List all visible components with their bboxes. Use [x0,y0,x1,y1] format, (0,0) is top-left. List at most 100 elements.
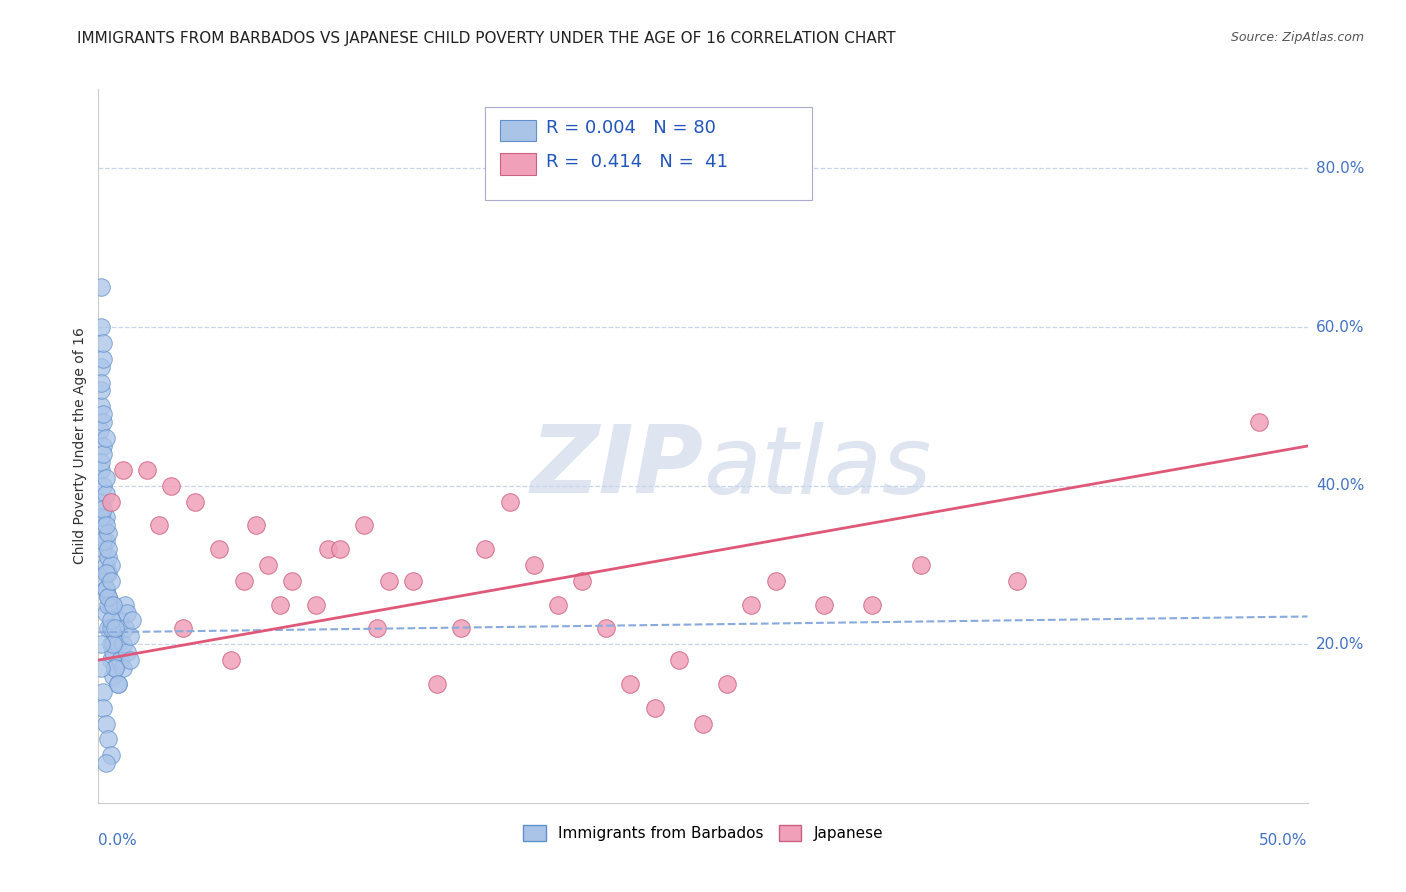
Point [94,518,117,533]
Point [94,510,117,524]
Point [94,431,117,445]
Point [90,510,112,524]
Point [97,542,120,557]
Point [101,621,124,635]
Point [118,629,141,643]
Point [121,614,143,628]
Point [97,621,120,635]
Point [117,606,139,620]
Y-axis label: Child Poverty Under the Age of 16: Child Poverty Under the Age of 16 [73,327,87,565]
Point [90,384,112,398]
Point [366,621,388,635]
Point [100,558,122,572]
Point [269,598,291,612]
Text: 80.0%: 80.0% [1316,161,1364,176]
Legend: Immigrants from Barbados, Japanese: Immigrants from Barbados, Japanese [515,817,891,848]
Point [90,320,112,334]
Point [571,574,593,588]
Point [97,526,120,541]
Point [90,400,112,414]
Point [305,598,328,612]
Point [90,661,112,675]
Point [108,653,131,667]
Point [377,574,399,588]
Point [118,653,141,667]
Point [114,598,136,612]
Point [256,558,278,572]
Point [111,661,134,675]
Point [595,621,617,635]
Point [1249,415,1271,429]
Point [716,677,738,691]
Text: ZIP: ZIP [530,421,703,514]
Point [94,558,117,572]
Text: Source: ZipAtlas.com: Source: ZipAtlas.com [1230,31,1364,45]
Point [111,463,134,477]
Text: 20.0%: 20.0% [1316,637,1364,652]
Point [91,518,114,533]
Point [523,558,546,572]
Point [104,621,127,635]
Point [100,598,122,612]
Point [402,574,425,588]
Point [426,677,449,691]
Point [104,629,127,643]
Point [107,637,129,651]
Text: atlas: atlas [703,422,931,513]
Point [94,756,117,771]
Point [94,566,117,580]
Point [91,407,114,421]
Point [91,478,114,492]
Point [329,542,352,557]
Point [90,455,112,469]
Point [91,415,114,429]
FancyBboxPatch shape [501,153,536,175]
Point [148,518,170,533]
Point [740,598,762,612]
Point [91,685,114,699]
Point [97,732,120,747]
Point [498,494,520,508]
Point [160,478,183,492]
Point [114,621,136,635]
Point [101,637,124,651]
Point [668,653,690,667]
Point [91,700,114,714]
Point [91,439,114,453]
Point [860,598,883,612]
Text: 50.0%: 50.0% [1260,833,1308,848]
Point [97,549,120,564]
Point [94,582,117,596]
Point [813,598,835,612]
Point [101,645,124,659]
Point [91,502,114,516]
Point [1007,574,1029,588]
Point [281,574,304,588]
Point [619,677,641,691]
Point [111,637,134,651]
Point [104,661,127,675]
Point [91,335,114,350]
Point [94,582,117,596]
Point [94,534,117,549]
Point [89,423,111,437]
FancyBboxPatch shape [501,120,536,141]
Point [94,606,117,620]
Point [644,700,666,714]
Point [101,598,124,612]
Point [547,598,569,612]
Text: 40.0%: 40.0% [1316,478,1364,493]
Point [91,351,114,366]
Point [97,598,120,612]
Point [97,590,120,604]
Point [104,661,127,675]
Point [91,574,114,588]
Point [100,614,122,628]
Point [100,574,122,588]
Point [474,542,496,557]
Point [90,463,112,477]
Point [90,376,112,390]
Point [135,463,157,477]
Point [94,716,117,731]
Point [910,558,932,572]
